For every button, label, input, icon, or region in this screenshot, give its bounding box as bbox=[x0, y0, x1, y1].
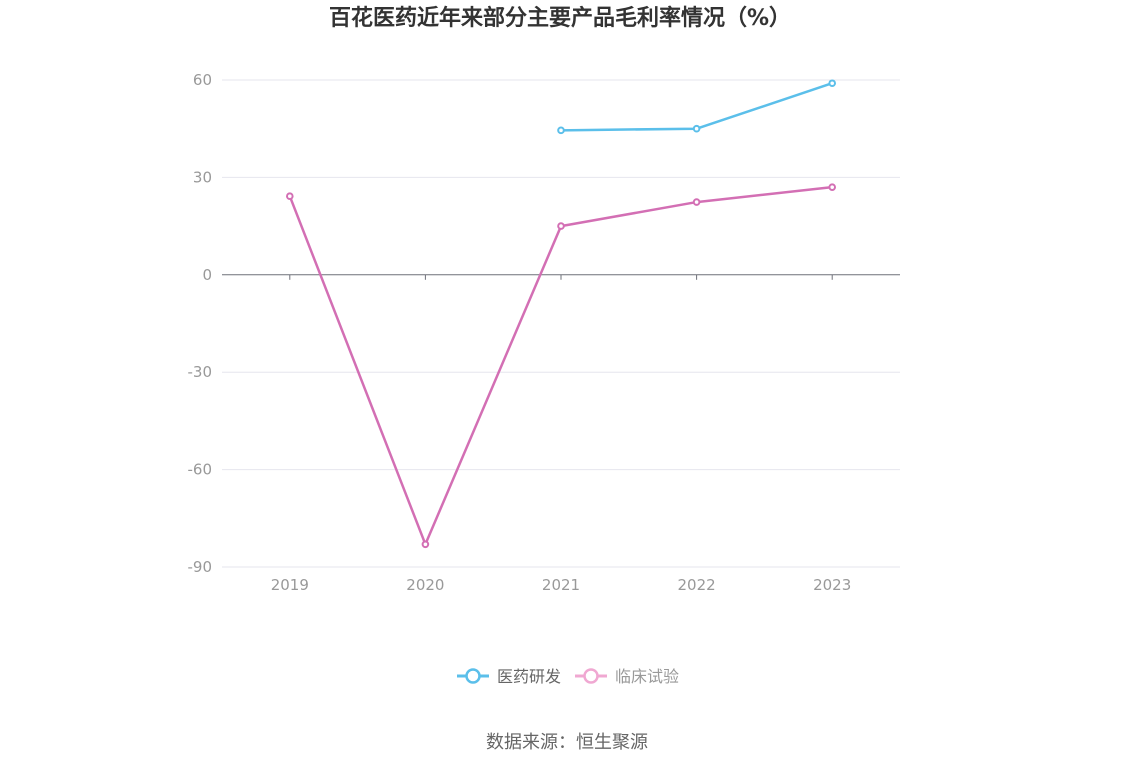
data-point[interactable] bbox=[557, 222, 565, 230]
legend-marker bbox=[465, 668, 481, 684]
x-axis: 2019 2020 2021 2022 2023 bbox=[222, 274, 900, 594]
data-point[interactable] bbox=[828, 183, 837, 191]
legend-marker bbox=[583, 668, 599, 684]
grid-lines bbox=[222, 79, 900, 568]
data-point[interactable] bbox=[557, 126, 565, 135]
x-tick-label: 2019 bbox=[271, 576, 309, 594]
chart-title: 百花医药近年来部分主要产品毛利率情况（%） bbox=[329, 5, 791, 31]
x-tick-label: 2022 bbox=[678, 576, 716, 594]
data-point[interactable] bbox=[286, 192, 294, 201]
legend[interactable]: 医药研发 临床试验 bbox=[457, 667, 679, 686]
legend-label: 医药研发 bbox=[497, 667, 561, 686]
y-tick-label: 0 bbox=[202, 266, 212, 284]
y-tick-label: -30 bbox=[188, 363, 213, 381]
y-tick-label: -90 bbox=[188, 558, 213, 576]
x-tick-label: 2023 bbox=[813, 576, 851, 594]
data-point[interactable] bbox=[692, 124, 701, 133]
legend-item-2[interactable]: 临床试验 bbox=[575, 667, 679, 686]
data-point[interactable] bbox=[828, 79, 837, 88]
legend-item-1[interactable]: 医药研发 bbox=[457, 667, 561, 686]
y-axis: 60 30 0 -30 -60 -90 bbox=[188, 71, 213, 576]
data-point[interactable] bbox=[421, 540, 430, 549]
series-layer bbox=[286, 79, 837, 549]
source-note: 数据来源：恒生聚源 bbox=[486, 732, 648, 753]
y-tick-label: -60 bbox=[188, 461, 213, 479]
series-line-1 bbox=[288, 185, 833, 546]
x-tick-label: 2021 bbox=[542, 576, 580, 594]
y-tick-label: 60 bbox=[193, 71, 212, 89]
data-point[interactable] bbox=[692, 198, 701, 206]
legend-label: 临床试验 bbox=[615, 667, 679, 686]
y-tick-label: 30 bbox=[193, 168, 212, 186]
x-tick-label: 2020 bbox=[406, 576, 444, 594]
series-line-0 bbox=[560, 82, 833, 132]
